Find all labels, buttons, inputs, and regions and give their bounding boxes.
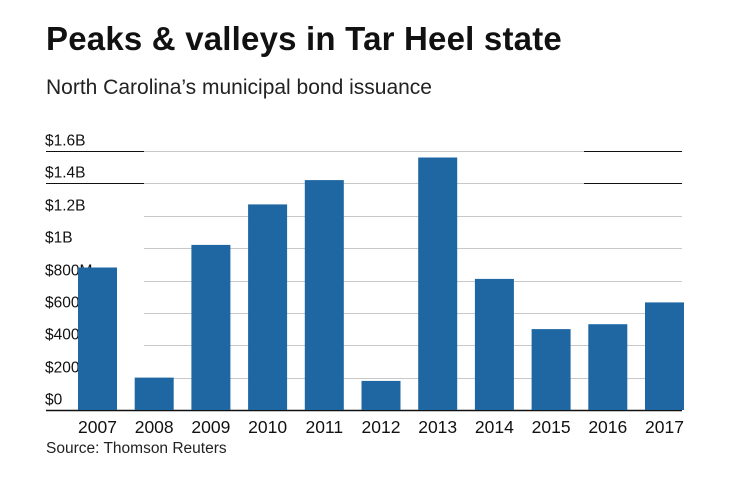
x-tick-label: 2017 [645,417,684,437]
y-tick-label: $1B [45,230,73,247]
gridlines [46,151,682,412]
x-tick-label: 2011 [305,417,343,437]
x-tick-label: 2008 [135,417,174,437]
bar-2007 [78,267,117,410]
x-tick-label: 2007 [78,417,117,437]
source-note: Source: Thomson Reuters [46,440,227,457]
x-tick-label: 2015 [532,417,571,437]
y-tick-label: $1.2B [45,198,86,215]
bar-2008 [134,377,174,410]
x-tick-label: 2013 [418,417,457,437]
bar-2016 [588,324,628,410]
x-tick-label: 2010 [248,417,287,437]
x-tick-label: 2016 [588,417,627,437]
bar-2014 [474,278,514,410]
bar-2017 [645,302,684,410]
bar-2011 [304,180,344,410]
bar-2015 [531,329,571,410]
x-axis-ticks: 2007 2008 2009 2010 2011 2012 2013 2014 2015 2016… [78,417,684,437]
bar-2009 [191,244,231,410]
bars [78,157,684,410]
y-tick-label: $0 [45,392,63,409]
chart-subtitle: North Carolina’s municipal bond issuance [46,76,432,99]
y-tick-label: $1.4B [45,165,86,182]
x-tick-label: 2014 [475,417,514,437]
x-tick-label: 2012 [362,417,401,437]
y-tick-label: $1.6B [45,133,86,150]
bar-2013 [418,157,458,410]
bar-2012 [361,380,401,410]
bar-2010 [248,204,288,410]
x-tick-label: 2009 [191,417,230,437]
chart-title: Peaks & valleys in Tar Heel state [46,20,562,57]
